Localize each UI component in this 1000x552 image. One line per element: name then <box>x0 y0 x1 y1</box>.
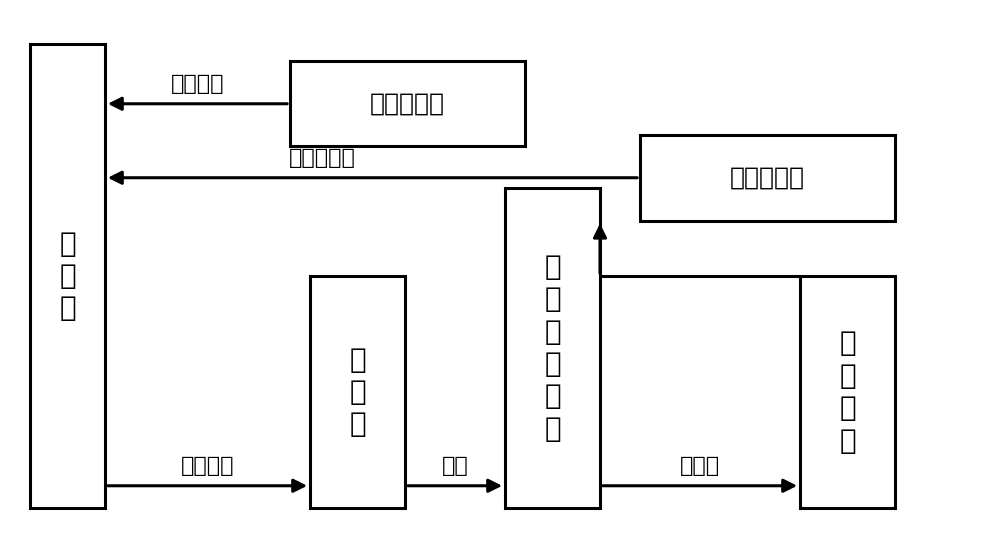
Text: 作动力: 作动力 <box>680 456 720 476</box>
Text: 压
电
调
控
组
件: 压 电 调 控 组 件 <box>544 253 561 443</box>
Text: 距离传感器: 距离传感器 <box>370 92 445 115</box>
FancyBboxPatch shape <box>800 276 895 508</box>
Text: 作动力大小: 作动力大小 <box>289 148 356 168</box>
Text: 驱
动
器: 驱 动 器 <box>349 346 366 438</box>
FancyBboxPatch shape <box>290 61 525 146</box>
FancyBboxPatch shape <box>310 276 405 508</box>
Text: 导
轨
压
板: 导 轨 压 板 <box>839 330 856 454</box>
FancyBboxPatch shape <box>505 188 600 508</box>
Text: 控制信号: 控制信号 <box>181 456 234 476</box>
Text: 控
制
器: 控 制 器 <box>59 230 76 322</box>
FancyBboxPatch shape <box>640 135 895 221</box>
FancyBboxPatch shape <box>30 44 105 508</box>
Text: 驱动: 驱动 <box>442 456 468 476</box>
Text: 滑块位置: 滑块位置 <box>171 74 224 94</box>
Text: 压力传感器: 压力传感器 <box>730 166 805 190</box>
